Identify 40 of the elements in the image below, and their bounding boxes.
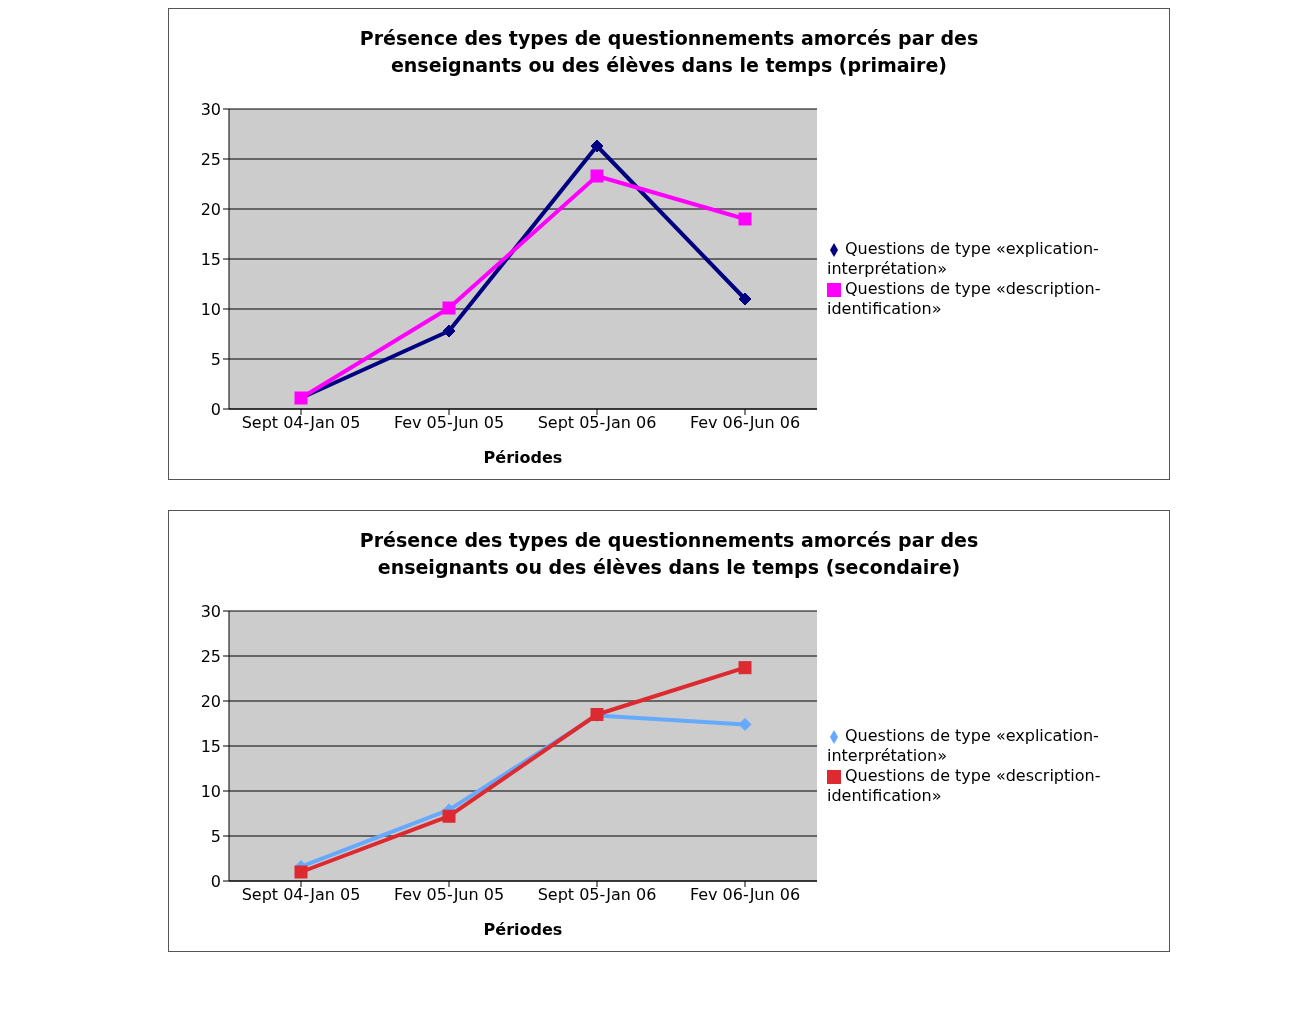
y-tick-label: 25: [200, 149, 221, 169]
y-tick-label: 0: [210, 871, 221, 891]
x-tick-label: Fev 06-Jun 06: [689, 413, 801, 433]
point: [294, 865, 308, 879]
point: [590, 139, 604, 153]
y-tick-label: 20: [200, 691, 221, 711]
chart-title: Présence des types de questionnements amorcés par des enseignants ou des élèves dans le temps (primaire): [358, 26, 980, 78]
x-axis-title: Périodes: [483, 920, 563, 939]
y-tick-label: 15: [200, 249, 221, 269]
y-tick-label: 10: [200, 299, 221, 319]
y-tick-label: 0: [210, 399, 221, 419]
legend-label: Questions de type «explication-interprétation»: [827, 726, 1099, 765]
point: [738, 212, 752, 226]
x-tick-label: Fev 06-Jun 06: [689, 885, 801, 905]
y-tick-label: 25: [200, 646, 221, 666]
point: [738, 292, 752, 306]
x-tick-label: Sept 04-Jan 05: [241, 885, 361, 905]
point: [738, 661, 752, 675]
x-tick-label: Fev 05-Jun 05: [393, 885, 505, 905]
x-tick-label: Fev 05-Jun 05: [393, 413, 505, 433]
point: [442, 324, 456, 338]
y-tick-label: 20: [200, 199, 221, 219]
point: [590, 169, 604, 183]
legend-label: Questions de type «explication-interprétation»: [827, 239, 1099, 278]
y-tick-label: 30: [200, 99, 221, 119]
x-tick-label: Sept 05-Jan 06: [537, 413, 657, 433]
x-tick-label: Sept 05-Jan 06: [537, 885, 657, 905]
point: [442, 809, 456, 823]
x-tick-label: Sept 04-Jan 05: [241, 413, 361, 433]
y-tick-label: 5: [210, 826, 221, 846]
point: [442, 301, 456, 315]
x-axis-title: Périodes: [483, 448, 563, 467]
y-tick-label: 30: [200, 601, 221, 621]
y-tick-label: 5: [210, 349, 221, 369]
point: [738, 717, 752, 731]
legend-label: Questions de type «description-identification»: [827, 766, 1101, 805]
y-tick-label: 15: [200, 736, 221, 756]
y-tick-label: 10: [200, 781, 221, 801]
legend-label: Questions de type «description-identification»: [827, 279, 1101, 318]
chart-title: Présence des types de questionnements amorcés par des enseignants ou des élèves dans le temps (secondaire): [358, 528, 980, 580]
